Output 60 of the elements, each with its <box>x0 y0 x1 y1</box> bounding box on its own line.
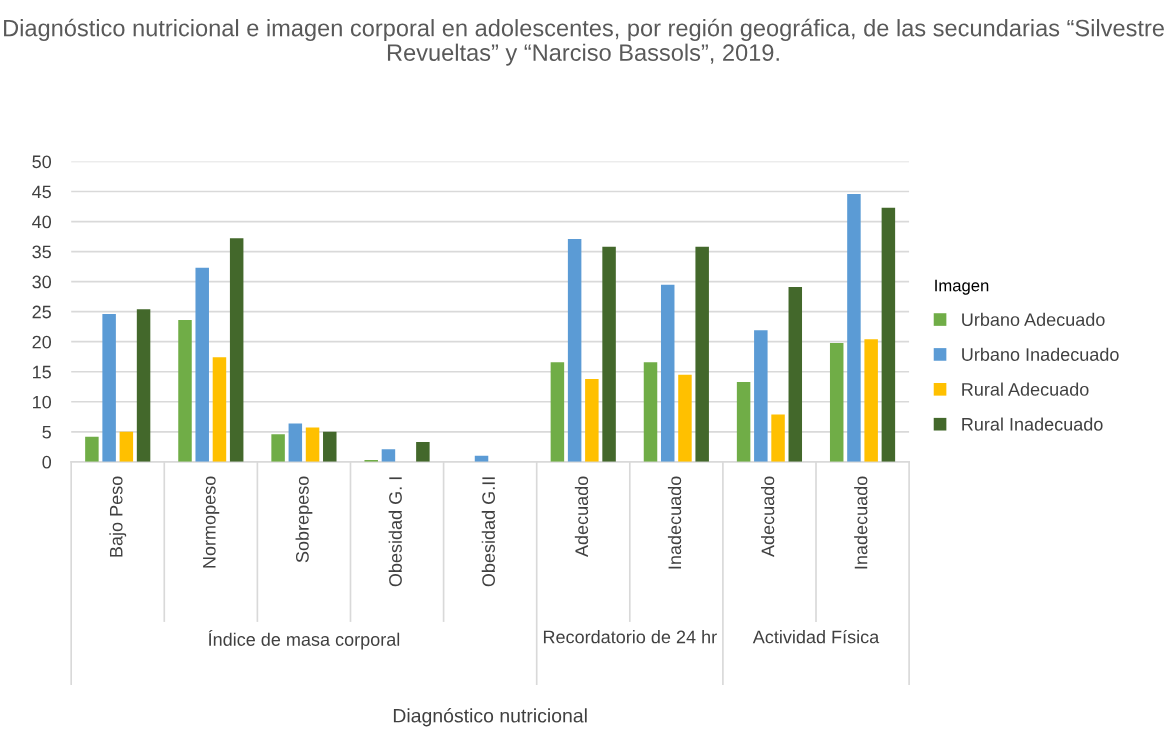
y-tick-label: 35 <box>32 245 51 259</box>
bar <box>567 238 582 462</box>
bar <box>864 339 878 462</box>
text: Índice de masa corporal <box>208 630 400 650</box>
bar <box>602 246 616 462</box>
bar <box>847 193 861 462</box>
y-tick-label: 30 <box>32 275 52 289</box>
bar <box>178 320 192 462</box>
text: Diagnóstico nutricional <box>393 708 587 727</box>
x-tick-label: Obesidad G.II <box>481 477 495 587</box>
bar <box>695 246 709 462</box>
y-tick-label: 0 <box>42 455 52 469</box>
bar <box>323 431 337 462</box>
y-tick-label: 40 <box>32 215 52 229</box>
legend-label: Rural Adecuado <box>962 382 1089 396</box>
y-tick-label: 10 <box>33 395 52 409</box>
legend-label: Urbano Inadecuado <box>962 347 1119 361</box>
x-tick-label: Inadecuado <box>854 476 868 569</box>
bar <box>229 238 244 462</box>
bar <box>85 436 99 462</box>
bar <box>102 314 116 462</box>
x-tick-label: Sobrepeso <box>295 476 313 563</box>
text: Recordatorio de 24 hr <box>543 630 717 644</box>
bar <box>788 287 803 462</box>
bar <box>288 423 303 462</box>
y-tick-label: 25 <box>32 305 51 319</box>
x-tick-label: Adecuado <box>761 476 775 558</box>
bar <box>212 357 227 462</box>
x-tick-label: Bajo Peso <box>109 476 127 557</box>
bar <box>381 449 396 462</box>
bar <box>305 427 320 462</box>
text: Actividad Física <box>752 629 880 644</box>
bar <box>136 309 151 462</box>
bar <box>585 378 599 462</box>
bar <box>736 381 751 462</box>
bar <box>416 442 430 462</box>
bar <box>829 342 844 462</box>
bar <box>678 374 692 462</box>
bar <box>550 362 565 462</box>
bar <box>771 414 785 462</box>
bar <box>271 434 285 462</box>
x-tick-label: Obesidad G. I <box>388 477 402 587</box>
y-tick-label: 45 <box>32 185 51 199</box>
x-tick-label: Normopeso <box>203 476 220 568</box>
y-tick-label: 20 <box>32 335 52 349</box>
bar <box>754 330 768 462</box>
bar <box>660 284 675 462</box>
bar <box>643 362 658 462</box>
y-tick-label: 50 <box>32 155 52 169</box>
x-tick-label: Inadecuado <box>667 476 682 569</box>
bar <box>881 207 896 462</box>
legend-title: Imagen <box>935 279 989 295</box>
x-tick-label: Adecuado <box>574 476 589 558</box>
legend-label: Rural Inadecuado <box>962 417 1103 431</box>
y-tick-label: 15 <box>33 365 51 379</box>
y-tick-label: 5 <box>42 425 51 439</box>
bar <box>195 267 209 462</box>
chart-title: Diagnóstico nutricional e imagen corporal en adolescentes, por región geográfica, de las secundarias “Silvestre Revueltas” y “Narciso Bassols”, 2019. <box>4 18 1164 66</box>
bar <box>119 431 134 462</box>
legend-label: Urbano Adecuado <box>962 312 1105 327</box>
